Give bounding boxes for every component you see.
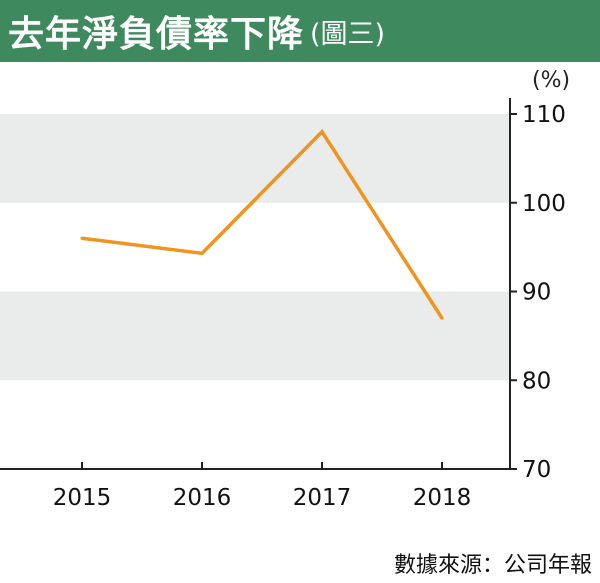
data-point-2016 <box>200 251 204 255</box>
y-tick-label-70: 70 <box>522 457 551 483</box>
chart-title: 去年淨負債率下降 <box>8 14 305 55</box>
x-tick-label-2016: 2016 <box>173 485 232 511</box>
chart-subtitle: (圖三) <box>310 18 386 50</box>
x-tick-label-2017: 2017 <box>293 485 352 511</box>
y-tick-label-100: 100 <box>522 191 566 217</box>
data-point-2015 <box>80 236 84 240</box>
shaded-bands <box>0 114 510 381</box>
shaded-band-0 <box>0 291 510 381</box>
y-tick-label-110: 110 <box>522 102 566 128</box>
data-point-2018 <box>440 316 444 320</box>
title-bar: 去年淨負債率下降 (圖三) <box>0 0 600 62</box>
y-tick-label-90: 90 <box>522 280 551 306</box>
x-tick-label-2018: 2018 <box>413 485 472 511</box>
series-line-0 <box>81 128 444 320</box>
x-tick-label-2015: 2015 <box>53 485 112 511</box>
shaded-band-1 <box>0 114 510 203</box>
y-axis: 70 80 90 100 110 <box>509 98 566 483</box>
y-tick-label-80: 80 <box>522 368 551 394</box>
source-note: 數據來源：公司年報 <box>393 553 592 578</box>
y-unit-label: (%) <box>532 68 570 93</box>
x-axis: 2015 2016 2017 2018 <box>0 462 510 511</box>
data-point-2017 <box>320 130 324 134</box>
series-group <box>80 128 444 320</box>
line-chart: 70 80 90 100 110 2015 2016 2017 2018 (%) <box>0 68 570 511</box>
